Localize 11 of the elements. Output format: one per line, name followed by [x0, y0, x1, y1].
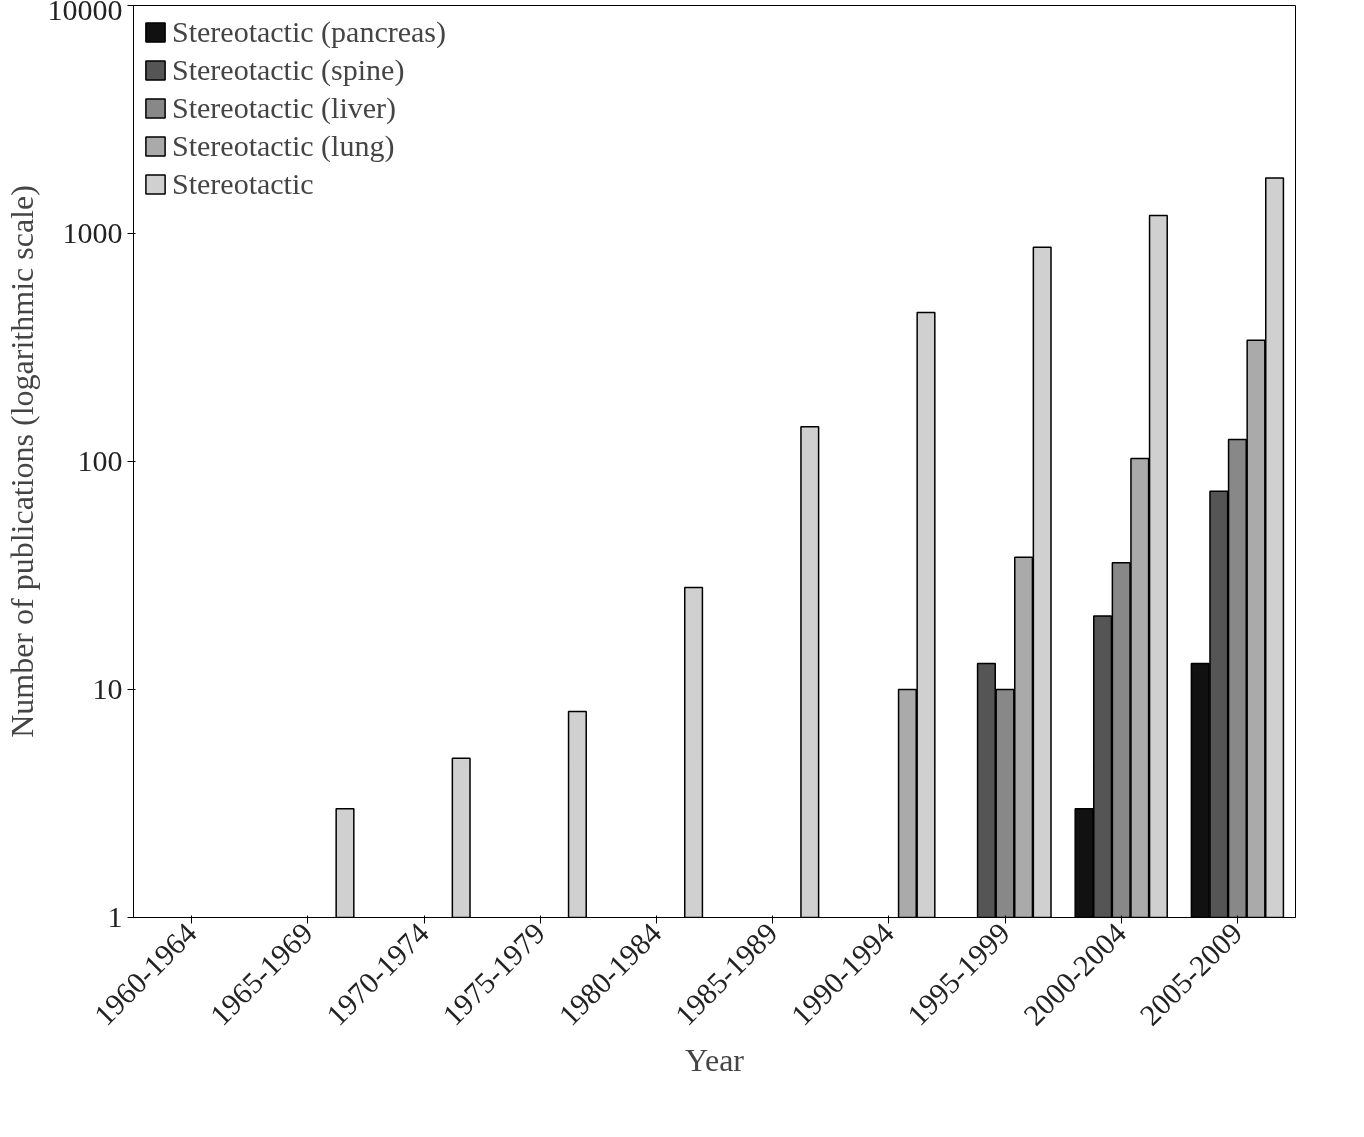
y-tick-label: 1000	[62, 216, 123, 249]
legend-label: Stereotactic (liver)	[172, 91, 397, 125]
x-axis-title: Year	[685, 1041, 745, 1078]
y-tick-label: 100	[77, 444, 123, 477]
legend-label: Stereotactic	[172, 167, 314, 201]
y-axis-title: Number of publications (logarithmic scale)	[3, 185, 40, 738]
legend-label: Stereotactic (spine)	[172, 53, 405, 87]
y-tick-label: 10	[92, 672, 123, 705]
y-tick-label: 10000	[47, 0, 123, 26]
legend-label: Stereotactic (pancreas)	[172, 15, 446, 49]
legend-label: Stereotactic (lung)	[172, 129, 395, 163]
